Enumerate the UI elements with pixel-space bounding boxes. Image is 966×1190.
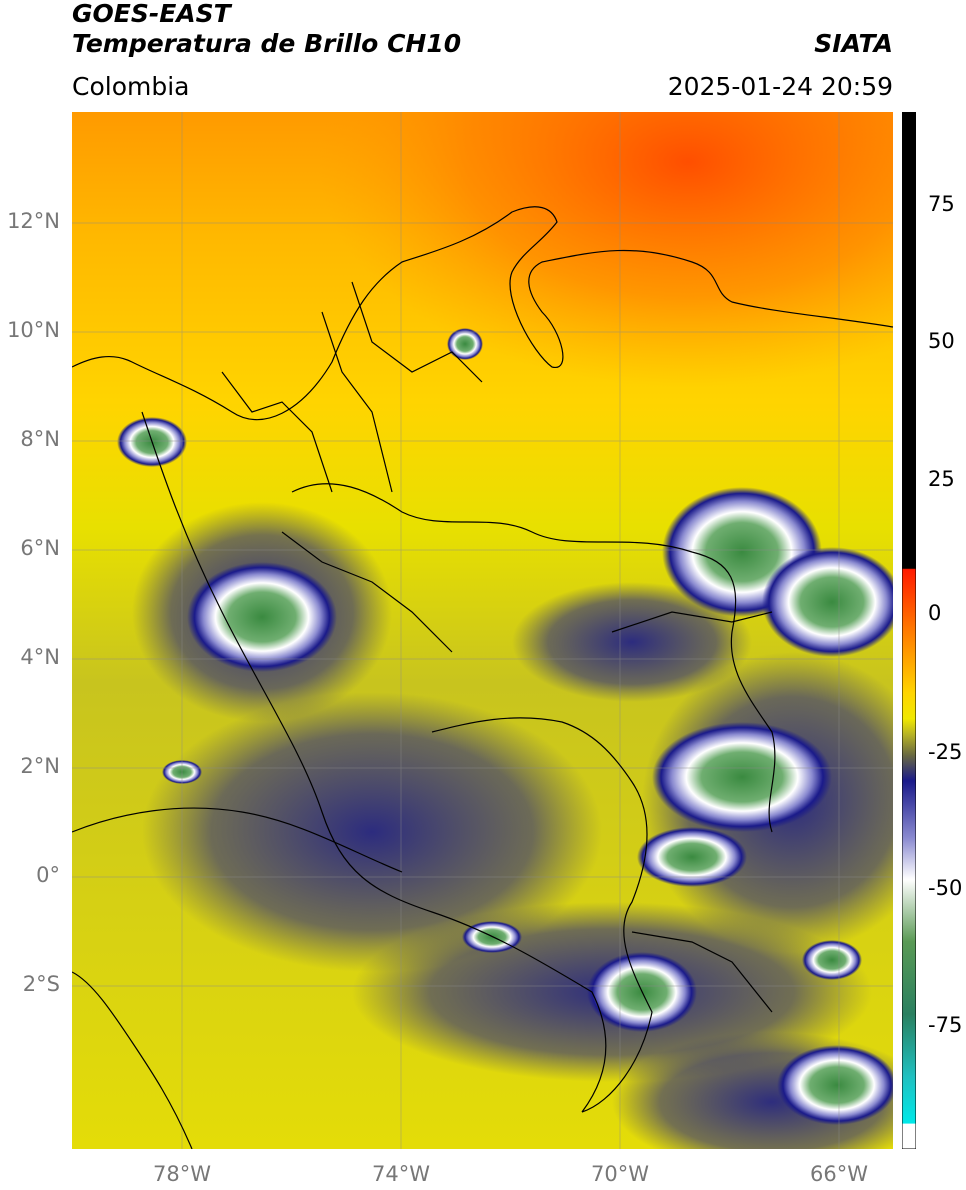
map-title-satellite: GOES-EAST bbox=[72, 0, 231, 28]
lat-label: 0° bbox=[36, 863, 60, 887]
colorbar-tick: -25 bbox=[928, 740, 963, 764]
lon-label: 74°W bbox=[372, 1162, 430, 1186]
timestamp-label: 2025-01-24 20:59 bbox=[667, 72, 893, 101]
brand-label: SIATA bbox=[814, 29, 893, 58]
lon-label: 78°W bbox=[153, 1162, 211, 1186]
lat-label: 2°N bbox=[20, 754, 60, 778]
colorbar-tick: 50 bbox=[928, 329, 955, 353]
region-label: Colombia bbox=[72, 72, 190, 101]
colorbar bbox=[902, 112, 916, 1149]
colorbar-tick: -50 bbox=[928, 876, 963, 900]
lat-label: 12°N bbox=[7, 209, 60, 233]
lat-label: 8°N bbox=[20, 427, 60, 451]
lat-label: 2°S bbox=[22, 972, 60, 996]
colorbar-tick: 25 bbox=[928, 467, 955, 491]
colorbar-tick: -75 bbox=[928, 1013, 963, 1037]
lon-label: 66°W bbox=[810, 1162, 868, 1186]
colorbar-tick: 0 bbox=[928, 601, 942, 625]
lat-label: 10°N bbox=[7, 318, 60, 342]
lat-label: 6°N bbox=[20, 536, 60, 560]
lon-label: 70°W bbox=[591, 1162, 649, 1186]
map-title-product: Temperatura de Brillo CH10 bbox=[72, 29, 462, 58]
satellite-map bbox=[72, 112, 893, 1149]
colorbar-tick: 75 bbox=[928, 192, 955, 216]
lat-label: 4°N bbox=[20, 645, 60, 669]
